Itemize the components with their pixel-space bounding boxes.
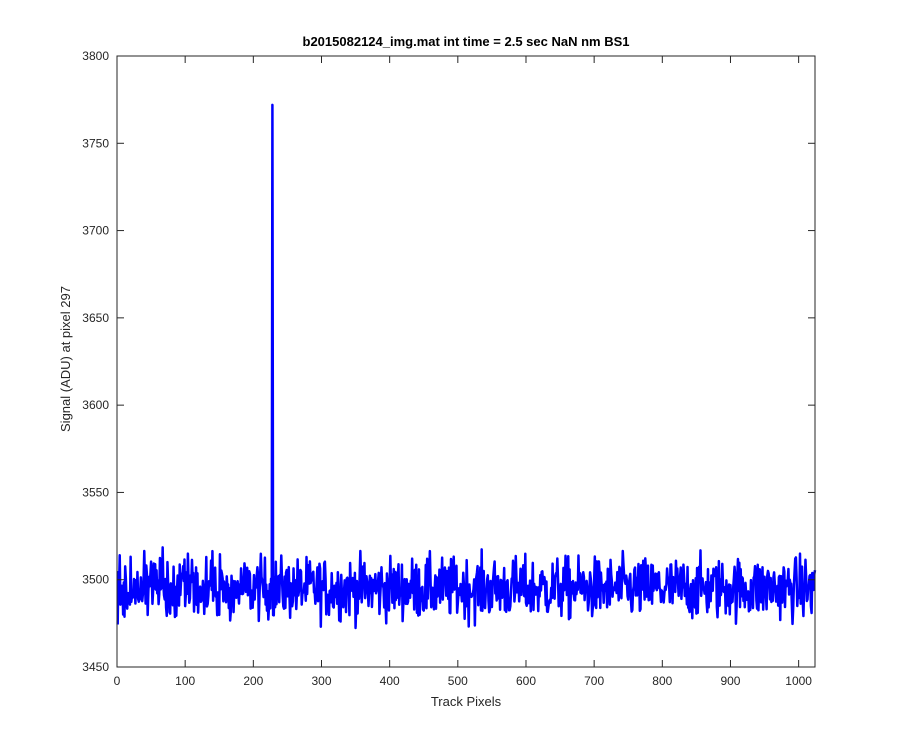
x-tick-label: 300: [311, 674, 331, 688]
x-tick-label: 100: [175, 674, 195, 688]
x-tick-label: 500: [448, 674, 468, 688]
y-axis-label: Signal (ADU) at pixel 297: [58, 286, 73, 432]
y-tick-label: 3800: [82, 49, 109, 63]
x-tick-label: 800: [652, 674, 672, 688]
y-tick-label: 3600: [82, 398, 109, 412]
y-tick-label: 3650: [82, 311, 109, 325]
x-tick-label: 900: [720, 674, 740, 688]
y-tick-label: 3700: [82, 224, 109, 238]
y-tick-label: 3750: [82, 136, 109, 150]
y-tick-label: 3500: [82, 573, 109, 587]
x-tick-label: 700: [584, 674, 604, 688]
y-tick-label: 3550: [82, 485, 109, 499]
y-axis: 3450 3500 3550 3600 3650 3700 3750 3800: [82, 49, 815, 674]
x-tick-label: 200: [243, 674, 263, 688]
x-axis-label: Track Pixels: [431, 694, 502, 709]
x-tick-label: 1000: [785, 674, 812, 688]
axes-box: [116, 55, 816, 668]
x-tick-label: 0: [114, 674, 121, 688]
x-tick-label: 600: [516, 674, 536, 688]
plot-area: [116, 55, 817, 668]
chart-title: b2015082124_img.mat int time = 2.5 sec N…: [303, 34, 630, 49]
series-line: [116, 103, 817, 630]
y-tick-label: 3450: [82, 660, 109, 674]
x-axis: 0 100 200 300 400 500 600 700 800 900 1000: [114, 56, 812, 688]
x-tick-label: 400: [380, 674, 400, 688]
